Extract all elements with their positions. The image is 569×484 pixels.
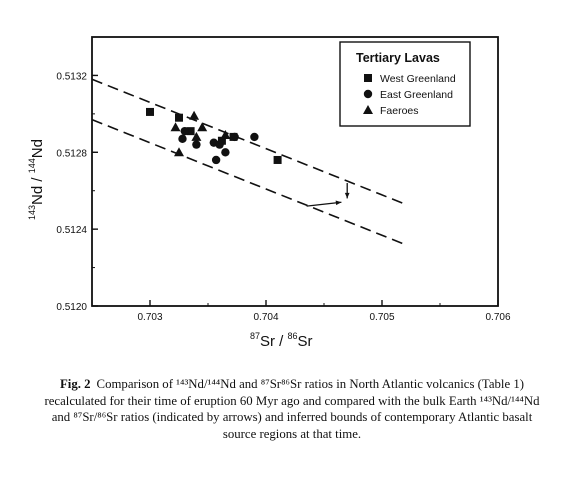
bound-dashed-line: [91, 118, 406, 246]
point-west-greenland: [186, 127, 195, 136]
point-east-greenland: [211, 155, 221, 165]
point-west-greenland: [217, 136, 226, 145]
point-faeroes: [197, 122, 208, 132]
legend-label: West Greenland: [380, 73, 456, 85]
legend-title: Tertiary Lavas: [356, 51, 440, 65]
point-faeroes: [191, 131, 202, 141]
legend-box: [339, 41, 471, 127]
plot-axes: [91, 36, 499, 307]
arrow-head: [344, 192, 350, 199]
legend-marker-triangle: [363, 105, 373, 114]
x-tick-label: 0.706: [485, 312, 510, 323]
point-east-greenland: [215, 140, 224, 149]
scatter-chart: 0.703 0.704 0.705 0.706 0.5120 0.5124 0.5128 0.…: [27, 36, 511, 350]
point-east-greenland: [221, 148, 230, 157]
x-tick-label: 0.704: [253, 312, 278, 323]
point-east-greenland: [250, 132, 259, 142]
caption-text: Comparison of ¹⁴³Nd/¹⁴⁴Nd and ⁸⁷Sr⁸⁶Sr r…: [44, 377, 540, 441]
y-tick-label: 0.5132: [56, 71, 87, 82]
point-faeroes: [189, 110, 200, 120]
y-axis-label: 143Nd / 144Nd: [27, 139, 46, 220]
y-tick-label: 0.5124: [56, 225, 87, 236]
x-axis-label: 87Sr / 86Sr: [250, 331, 313, 350]
point-east-greenland: [178, 134, 187, 144]
source-region-bounds: [91, 78, 406, 246]
plot-frame: [91, 36, 499, 307]
bound-dashed-line: [91, 78, 406, 205]
point-faeroes: [174, 147, 184, 157]
point-east-greenland: [192, 140, 201, 149]
figure-number: Fig. 2: [59, 377, 91, 391]
point-west-greenland: [273, 155, 282, 164]
y-tick-label: 0.5120: [56, 302, 87, 313]
legend-marker-circle: [363, 89, 373, 99]
data-points: [146, 107, 282, 165]
legend: Tertiary Lavas West Greenland East Greenl…: [339, 41, 471, 127]
arrow-shaft: [306, 201, 342, 207]
legend-label: Faeroes: [380, 105, 419, 117]
x-tick-label: 0.705: [369, 312, 394, 323]
x-tick-label: 0.703: [137, 312, 162, 323]
legend-label: East Greenland: [380, 89, 453, 101]
point-west-greenland: [146, 107, 154, 116]
legend-marker-square: [364, 74, 372, 82]
point-faeroes: [170, 122, 181, 132]
arrow-head: [335, 200, 342, 206]
y-tick-label: 0.5128: [56, 148, 87, 159]
figure-caption: Fig. 2 Comparison of ¹⁴³Nd/¹⁴⁴Nd and ⁸⁷Sr…: [42, 376, 542, 442]
bulk-earth-arrows: [306, 183, 350, 207]
point-west-greenland: [175, 113, 183, 122]
point-faeroes: [220, 129, 231, 139]
axis-ticks: 0.703 0.704 0.705 0.706 0.5120 0.5124 0.5128 0.…: [56, 36, 511, 323]
point-east-greenland: [180, 126, 189, 136]
point-east-greenland: [230, 132, 239, 142]
